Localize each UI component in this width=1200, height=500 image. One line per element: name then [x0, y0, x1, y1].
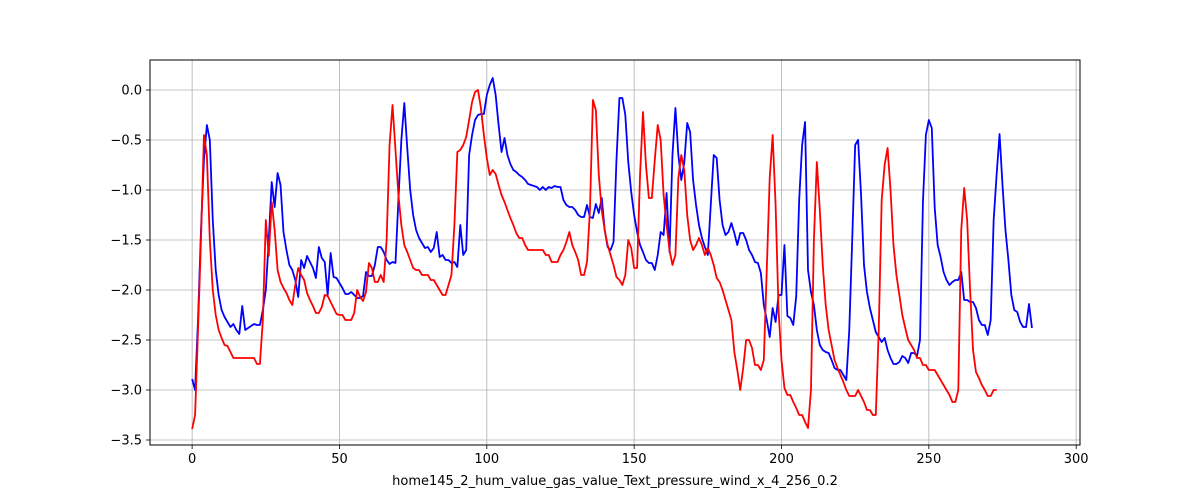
x-axis-label: home145_2_hum_value_gas_value_Text_press… — [392, 474, 838, 489]
series-line-2 — [191, 89, 997, 430]
x-tick-label: 200 — [769, 452, 794, 467]
x-tick-label: 100 — [474, 452, 499, 467]
y-tick-label: −1.0 — [110, 184, 142, 199]
x-tick-label: 250 — [916, 452, 941, 467]
series-line-1 — [191, 77, 1033, 391]
axis-ticks: 0 50 100 150 200 250 300 −3.5 −3.0 −2.5 −2.0 −1.5 −1… — [110, 84, 1088, 468]
y-tick-label: −3.5 — [110, 434, 142, 449]
x-tick-label: 300 — [1064, 452, 1089, 467]
plot-frame — [149, 59, 1081, 446]
y-tick-label: 0.0 — [121, 84, 142, 99]
y-tick-label: −0.5 — [110, 134, 142, 149]
series-lines — [191, 77, 1033, 430]
y-tick-label: −1.5 — [110, 234, 142, 249]
y-tick-label: −3.0 — [110, 384, 142, 399]
y-tick-label: −2.5 — [110, 334, 142, 349]
y-tick-label: −2.0 — [110, 284, 142, 299]
x-tick-label: 0 — [188, 452, 196, 467]
x-tick-label: 150 — [622, 452, 647, 467]
x-tick-label: 50 — [331, 452, 348, 467]
